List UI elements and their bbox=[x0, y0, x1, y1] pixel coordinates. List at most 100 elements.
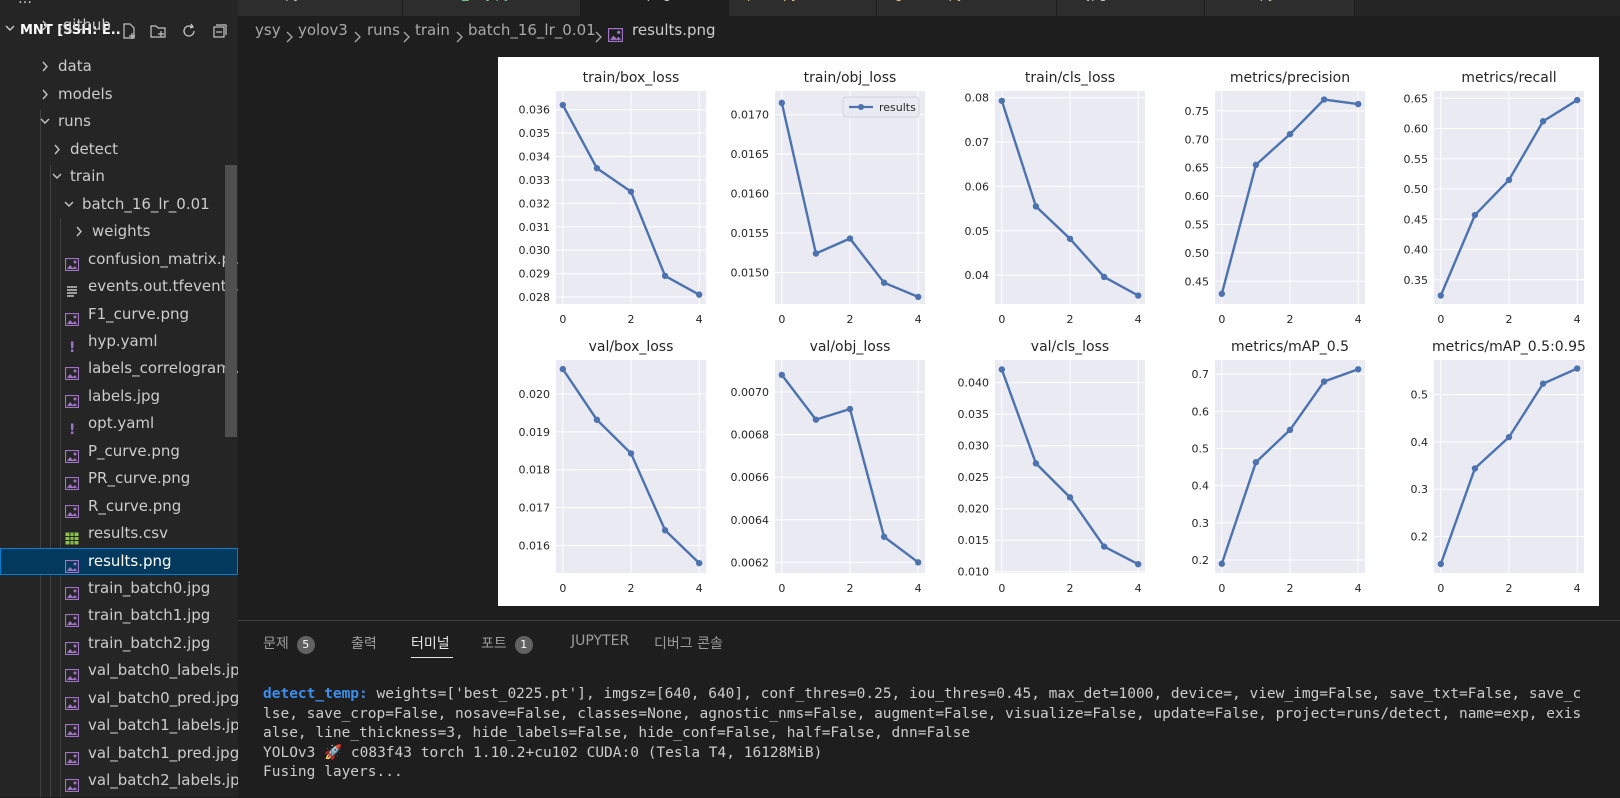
tree-file[interactable]: val_batch1_pred.jpg bbox=[0, 740, 238, 767]
tree-item-label: labels.jpg bbox=[88, 386, 161, 405]
collapse-all-icon[interactable] bbox=[210, 22, 228, 40]
tree-file[interactable]: ! opt.yaml bbox=[0, 410, 238, 437]
panel-tab[interactable]: 문제 5 bbox=[263, 633, 315, 654]
y-tick-label: 0.35 bbox=[1404, 274, 1429, 287]
editor-tab[interactable]: results.png bbox=[581, 0, 729, 16]
data-point bbox=[1032, 203, 1040, 210]
panel-tab[interactable]: 터미널 bbox=[411, 633, 450, 653]
tree-file[interactable]: results.csv bbox=[0, 520, 238, 547]
tree-file[interactable]: F1_curve.png bbox=[0, 301, 238, 328]
editor-tab-label: test.py bbox=[256, 0, 301, 2]
y-tick-label: 0.031 bbox=[519, 221, 551, 234]
y-tick-label: 0.75 bbox=[1185, 105, 1210, 118]
new-folder-icon[interactable] bbox=[149, 22, 167, 40]
tree-item-label: R_curve.png bbox=[88, 496, 182, 515]
tree-file[interactable]: val_batch2_labels.jpg bbox=[0, 767, 238, 794]
subplot-title: metrics/mAP_0.5:0.95 bbox=[1432, 339, 1586, 355]
y-tick-label: 0.030 bbox=[519, 244, 551, 257]
breadcrumb-item[interactable]: runs bbox=[367, 21, 400, 39]
tree-folder[interactable]: batch_16_lr_0.01 bbox=[0, 191, 238, 218]
tree-file[interactable]: train_batch2.jpg bbox=[0, 630, 238, 657]
breadcrumb-item[interactable]: results.png bbox=[632, 21, 716, 39]
x-tick-label: 0 bbox=[559, 582, 566, 595]
terminal-line-4: YOLOv3 🚀 c083f43 torch 1.10.2+cu102 CUDA… bbox=[263, 744, 823, 761]
image-file-icon bbox=[64, 609, 80, 628]
tree-item-label: val_batch0_pred.jpg bbox=[88, 688, 238, 707]
x-tick-label: 0 bbox=[559, 313, 566, 326]
data-point bbox=[880, 533, 888, 540]
tree-file[interactable]: events.out.tfevents... bbox=[0, 273, 238, 300]
legend-label: results bbox=[879, 101, 916, 114]
y-tick-label: 0.65 bbox=[1404, 92, 1429, 105]
tree-indent-guide bbox=[60, 218, 61, 797]
tree-file[interactable]: confusion_matrix.p... bbox=[0, 246, 238, 273]
sidebar-top-label: … bbox=[18, 0, 32, 7]
tree-item-label: opt.yaml bbox=[88, 414, 155, 433]
y-tick-label: 0.0062 bbox=[731, 556, 770, 569]
tree-folder[interactable]: train bbox=[0, 163, 238, 190]
y-tick-label: 0.020 bbox=[519, 388, 551, 401]
editor-tab[interactable]: test.py bbox=[238, 0, 403, 16]
data-point bbox=[846, 235, 854, 242]
yaml-file-icon: ! bbox=[65, 417, 79, 437]
tree-file[interactable]: labels_correlogram... bbox=[0, 355, 238, 382]
tree-file[interactable]: val_batch0_labels.jpg bbox=[0, 657, 238, 684]
chevron-down-icon[interactable] bbox=[4, 22, 16, 37]
y-tick-label: 0.0068 bbox=[731, 429, 770, 442]
x-tick-label: 2 bbox=[847, 313, 854, 326]
subplot-title: metrics/recall bbox=[1461, 70, 1556, 86]
editor-tab[interactable]: test.ts_tiny.py bbox=[403, 0, 581, 16]
svg-text:!: ! bbox=[69, 422, 75, 435]
tree-file[interactable]: train_batch0.jpg bbox=[0, 575, 238, 602]
tree-folder[interactable]: data bbox=[0, 53, 238, 80]
tree-folder[interactable]: detect bbox=[0, 136, 238, 163]
panel-tab[interactable]: 출력 bbox=[351, 633, 377, 653]
data-point bbox=[1354, 100, 1362, 108]
breadcrumb-item[interactable]: train bbox=[415, 21, 450, 39]
editor-tab[interactable]: 1.jpg bbox=[1057, 0, 1205, 16]
tree-item-label: runs bbox=[58, 112, 91, 131]
panel-tab-label: JUPYTER bbox=[571, 633, 630, 649]
panel-tab[interactable]: 포트 1 bbox=[481, 633, 533, 654]
subplot-title: val/box_loss bbox=[589, 339, 674, 355]
panel-tab[interactable]: JUPYTER bbox=[571, 633, 629, 649]
y-tick-label: 0.017 bbox=[519, 502, 551, 515]
active-tab-underline bbox=[411, 657, 453, 658]
tree-file[interactable]: results.png bbox=[0, 547, 238, 575]
panel-tab[interactable]: 디버그 콘솔 bbox=[654, 633, 723, 653]
image-file-icon bbox=[64, 637, 80, 655]
tree-folder[interactable]: weights bbox=[0, 218, 238, 245]
tree-file[interactable]: train_batch1.jpg bbox=[0, 602, 238, 629]
tree-folder[interactable]: runs bbox=[0, 108, 238, 135]
breadcrumb-item[interactable]: batch_16_lr_0.01 bbox=[468, 21, 596, 39]
x-tick-label: 4 bbox=[915, 582, 922, 595]
tree-file[interactable]: labels.jpg bbox=[0, 383, 238, 410]
sidebar-scrollbar[interactable] bbox=[225, 165, 237, 437]
data-point bbox=[1471, 211, 1479, 219]
x-tick-label: 2 bbox=[1067, 582, 1074, 595]
x-tick-label: 0 bbox=[1437, 313, 1444, 326]
subplot: 0 2 4 0.65 0.60 0.55 0.50 0.45 0.40 0.35 metrics/r… bbox=[1404, 70, 1584, 326]
editor-tab[interactable]: plots.py M bbox=[729, 0, 877, 16]
image-file-icon bbox=[64, 555, 80, 573]
breadcrumb-item[interactable]: yolov3 bbox=[298, 21, 348, 39]
tree-file[interactable]: ! hyp.yaml bbox=[0, 328, 238, 355]
refresh-icon[interactable] bbox=[180, 22, 198, 40]
count-badge: 5 bbox=[296, 636, 315, 654]
editor-tab[interactable]: general.py 4, M bbox=[877, 0, 1057, 16]
data-point bbox=[1539, 118, 1547, 125]
tree-file[interactable]: R_curve.png bbox=[0, 493, 238, 520]
new-file-icon[interactable] bbox=[120, 22, 138, 40]
terminal-output[interactable]: detect_temp: weights=['best_0225.pt'], i… bbox=[263, 685, 1620, 783]
csv-file-icon bbox=[65, 527, 79, 545]
tree-folder[interactable]: .github bbox=[0, 12, 238, 39]
tree-file[interactable]: PR_curve.png bbox=[0, 465, 238, 492]
tree-folder[interactable]: models bbox=[0, 81, 238, 108]
tree-file[interactable]: val_batch0_pred.jpg bbox=[0, 685, 238, 712]
tree-file[interactable]: P_curve.png bbox=[0, 438, 238, 465]
breadcrumb-item[interactable]: ysy bbox=[255, 21, 281, 39]
data-point bbox=[1437, 292, 1445, 299]
editor-tab[interactable]: main.py M bbox=[1205, 0, 1355, 16]
chevron-right-icon bbox=[38, 12, 52, 39]
tree-file[interactable]: val_batch1_labels.jpg bbox=[0, 712, 238, 739]
